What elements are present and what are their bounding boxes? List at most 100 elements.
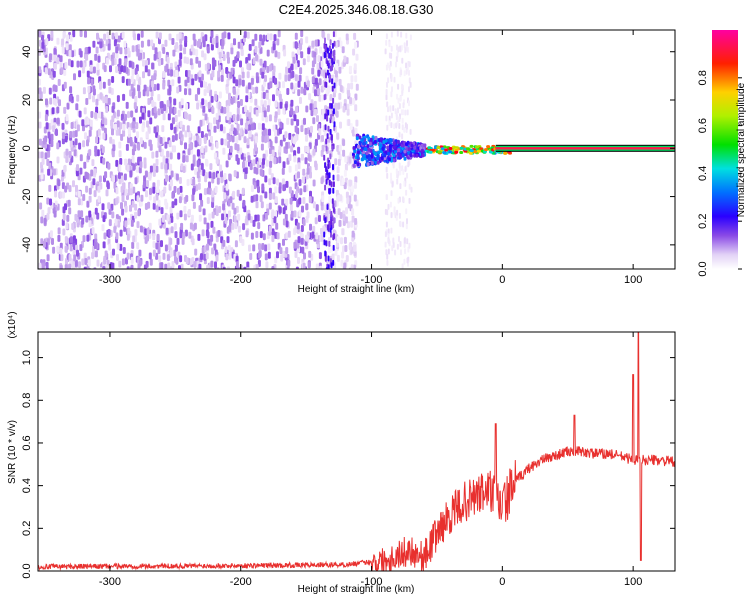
spectrogram-cell bbox=[271, 235, 275, 243]
spectrogram-cell bbox=[99, 41, 103, 49]
spectrogram-cell bbox=[397, 83, 400, 90]
spectrogram-cell bbox=[299, 67, 303, 75]
spectrogram-cell bbox=[70, 60, 74, 68]
spectrogram-cell bbox=[332, 222, 335, 229]
spectrogram-cell bbox=[330, 231, 332, 238]
spectrogram-cell bbox=[408, 183, 411, 190]
spectrogram-cell bbox=[298, 74, 302, 82]
spectrogram-cell bbox=[260, 169, 264, 177]
spectrogram-cell bbox=[142, 71, 145, 79]
snr-y-tick-label: 0.0 bbox=[21, 563, 33, 578]
spectrogram-cell bbox=[235, 79, 239, 87]
spectrogram-cell bbox=[88, 92, 92, 100]
spectrogram-cell bbox=[137, 156, 141, 164]
spectrogram-cell bbox=[158, 32, 162, 40]
spectrogram-cell bbox=[406, 257, 409, 264]
spectrogram-cell bbox=[57, 179, 61, 187]
spectrogram-cell bbox=[114, 218, 118, 226]
spectrogram-cell bbox=[200, 146, 204, 154]
spectrogram-cell bbox=[131, 62, 135, 69]
spectrogram-cell bbox=[210, 135, 213, 143]
spectrogram-cell bbox=[273, 216, 277, 224]
spectrogram-cell bbox=[258, 41, 262, 49]
spectrogram-cell bbox=[175, 42, 179, 49]
spectrogram-cell bbox=[169, 206, 173, 214]
spectrogram-cell bbox=[121, 195, 125, 203]
spectrogram-cell bbox=[319, 114, 323, 122]
spectrogram-cell bbox=[158, 145, 162, 153]
spectrogram-cell bbox=[78, 142, 82, 150]
spectrogram-cell bbox=[144, 228, 148, 236]
spectrogram-cell bbox=[183, 47, 187, 55]
spectrogram-cell bbox=[60, 67, 64, 75]
spectrogram-cell bbox=[339, 85, 343, 92]
spectrogram-cell bbox=[78, 261, 81, 269]
spectrogram-cell bbox=[358, 135, 362, 140]
snr-y-label: SNR (10 * v/v) bbox=[7, 420, 18, 484]
spectrogram-cell bbox=[77, 210, 81, 218]
spectrogram-cell bbox=[326, 174, 329, 181]
spectrogram-cell bbox=[52, 246, 56, 254]
spectrogram-cell bbox=[69, 131, 73, 138]
spectrogram-cell bbox=[232, 59, 236, 67]
spectrogram-cell bbox=[297, 48, 300, 55]
spectrogram-cell bbox=[345, 255, 349, 262]
spectrogram-cell bbox=[297, 80, 301, 88]
spectrogram-cell bbox=[203, 137, 207, 144]
spectrogram-cell bbox=[324, 124, 327, 131]
spectrogram-cell bbox=[95, 98, 99, 106]
spectrogram-cell bbox=[315, 263, 319, 269]
spectrogram-cell bbox=[102, 241, 106, 249]
spectrogram-cell bbox=[83, 107, 87, 115]
spectrogram-cell bbox=[194, 140, 198, 148]
spectrogram-cell bbox=[276, 178, 279, 186]
spectrogram-cell bbox=[280, 254, 284, 262]
spectrogram-cell bbox=[180, 98, 184, 106]
spectrogram-cell bbox=[148, 193, 152, 201]
spectrogram-cell bbox=[259, 46, 263, 54]
spectrogram-y-tick-label: 20 bbox=[21, 94, 33, 106]
spectrogram-cell bbox=[290, 82, 294, 90]
spectrogram-cell bbox=[201, 50, 205, 58]
spectrogram-cell bbox=[87, 259, 91, 267]
spectrogram-cell bbox=[63, 165, 67, 173]
spectrogram-cell bbox=[410, 143, 414, 148]
spectrogram-cell bbox=[144, 203, 148, 210]
spectrogram-cell bbox=[47, 150, 51, 158]
spectrogram-cell bbox=[365, 151, 369, 156]
spectrogram-cell bbox=[171, 79, 175, 87]
spectrogram-cell bbox=[198, 263, 202, 269]
spectrogram-cell bbox=[64, 245, 68, 253]
spectrogram-cell bbox=[405, 223, 408, 230]
spectrogram-cell bbox=[235, 205, 239, 213]
spectrogram-cell bbox=[395, 168, 398, 175]
spectrogram-cell bbox=[118, 150, 122, 158]
spectrogram-cell bbox=[101, 203, 105, 211]
spectrogram-cell bbox=[43, 217, 47, 225]
spectrogram-cell bbox=[46, 197, 50, 205]
spectrogram-cell bbox=[177, 269, 180, 276]
spectrogram-cell bbox=[341, 46, 345, 54]
spectrogram-cell bbox=[99, 92, 103, 100]
spectrogram-cell bbox=[38, 111, 42, 119]
spectrogram-cell bbox=[218, 51, 222, 59]
spectrogram-cell bbox=[151, 80, 155, 88]
spectrogram-cell bbox=[153, 106, 157, 114]
spectrogram-cell bbox=[240, 49, 244, 57]
spectrogram-y-label: Frequency (Hz) bbox=[7, 116, 18, 185]
snr-x-tick-label: -200 bbox=[230, 576, 252, 588]
spectrogram-cell bbox=[389, 201, 392, 208]
spectrogram-cell bbox=[386, 124, 389, 131]
spectrogram-cell bbox=[268, 193, 272, 200]
spectrogram-cell bbox=[111, 262, 115, 269]
spectrogram-cell bbox=[396, 120, 399, 127]
spectrogram-cell bbox=[226, 266, 230, 269]
spectrogram-cell bbox=[151, 151, 155, 159]
spectrogram-cell bbox=[215, 113, 219, 120]
spectrogram-cell bbox=[265, 261, 269, 269]
spectrogram-cell bbox=[245, 230, 249, 238]
spectrogram-cell bbox=[384, 241, 387, 248]
spectrogram-cell bbox=[368, 141, 372, 146]
spectrogram-cell bbox=[164, 163, 168, 171]
